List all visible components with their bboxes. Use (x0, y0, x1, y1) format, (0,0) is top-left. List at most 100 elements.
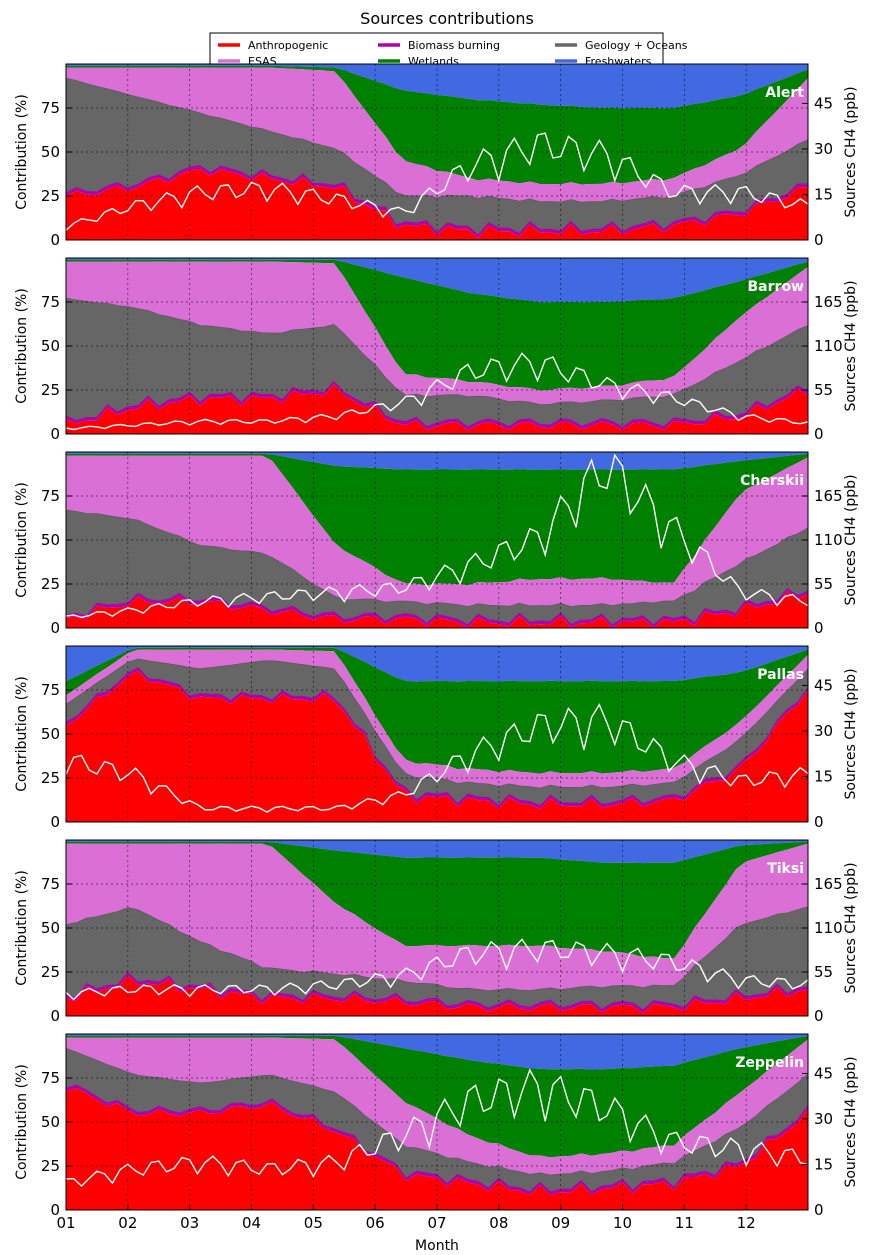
area-wetlands-zeppelin (66, 1035, 808, 1158)
y-axis-title-right: Sources CH4 (ppb) (843, 862, 859, 993)
y-tick-label-right: 110 (814, 531, 843, 549)
legend-label: Geology + Oceans (585, 39, 688, 52)
station-label: Alert (765, 85, 804, 101)
chart-title: Sources contributions (360, 9, 534, 28)
y-tick-label-right: 15 (814, 767, 833, 785)
x-tick-label: 05 (304, 1214, 323, 1232)
y-tick-label-left: 50 (41, 725, 60, 743)
y-axis-title-right: Sources CH4 (ppb) (843, 668, 859, 799)
y-tick-label-right: 45 (814, 1064, 833, 1082)
station-label: Tiksi (767, 861, 804, 877)
y-axis-title-left: Contribution (%) (14, 676, 30, 792)
y-tick-label-right: 45 (814, 94, 833, 112)
x-tick-label: 10 (613, 1214, 632, 1232)
y-axis-title-left: Contribution (%) (14, 94, 30, 210)
y-tick-label-right: 0 (814, 1201, 824, 1219)
y-axis-title-left: Contribution (%) (14, 1064, 30, 1180)
panel-tiksi: 0 25 50 75 0 55 110 165 Contribution (%) Sources … (14, 839, 859, 1025)
y-tick-label-left: 75 (41, 681, 60, 699)
legend-label: Anthropogenic (248, 39, 328, 52)
y-tick-label-left: 0 (50, 425, 60, 443)
y-axis-title-left: Contribution (%) (14, 870, 30, 986)
x-tick-label: 04 (242, 1214, 261, 1232)
panel-zeppelin: 0 25 50 75 0 15 30 45 Contribution (%) Sources CH… (14, 1033, 859, 1232)
y-axis-title-right: Sources CH4 (ppb) (843, 280, 859, 411)
y-tick-label-right: 110 (814, 919, 843, 937)
panel-alert: 0 25 50 75 0 15 30 45 Contribution (%) Sources CH… (14, 63, 859, 249)
y-tick-label-right: 165 (814, 487, 843, 505)
ch4-line-alert (65, 132, 809, 231)
y-tick-label-left: 25 (41, 381, 60, 399)
y-axis-title-right: Sources CH4 (ppb) (843, 86, 859, 217)
y-tick-label-right: 30 (814, 140, 833, 158)
y-tick-label-right: 30 (814, 1110, 833, 1128)
area-esas-zeppelin (66, 1037, 808, 1176)
y-tick-label-left: 0 (50, 619, 60, 637)
y-tick-label-left: 25 (41, 963, 60, 981)
y-tick-label-left: 50 (41, 919, 60, 937)
area-anthropogenic-pallas (66, 670, 808, 822)
y-tick-label-left: 75 (41, 1069, 60, 1087)
y-tick-label-left: 75 (41, 99, 60, 117)
y-tick-label-left: 50 (41, 143, 60, 161)
x-tick-label: 08 (489, 1214, 508, 1232)
y-tick-label-left: 25 (41, 1157, 60, 1175)
y-tick-label-left: 75 (41, 875, 60, 893)
panel-pallas: 0 25 50 75 0 15 30 45 Contribution (%) Sources CH… (14, 645, 859, 831)
y-tick-label-right: 0 (814, 813, 824, 831)
x-tick-label: 12 (737, 1214, 756, 1232)
y-tick-label-left: 50 (41, 337, 60, 355)
y-tick-label-right: 30 (814, 722, 833, 740)
ch4-line-pallas (65, 703, 809, 813)
y-tick-label-left: 75 (41, 487, 60, 505)
y-tick-label-left: 25 (41, 575, 60, 593)
y-tick-label-left: 0 (50, 231, 60, 249)
y-tick-label-right: 0 (814, 1007, 824, 1025)
y-tick-label-right: 15 (814, 185, 833, 203)
y-tick-label-left: 75 (41, 293, 60, 311)
ch4-line-cherskii (65, 453, 809, 619)
x-tick-label: 09 (551, 1214, 570, 1232)
y-tick-label-right: 45 (814, 676, 833, 694)
station-label: Zeppelin (735, 1055, 804, 1071)
y-tick-label-right: 55 (814, 963, 833, 981)
panel-barrow: 0 25 50 75 0 55 110 165 Contribution (%) Sources … (14, 257, 859, 443)
area-esas-alert (66, 67, 808, 203)
panel-cherskii: 0 25 50 75 0 55 110 165 Contribution (%) Sources … (14, 451, 859, 637)
station-label: Pallas (757, 667, 804, 683)
area-anthropogenic-barrow (66, 384, 808, 434)
y-tick-label-right: 0 (814, 619, 824, 637)
y-tick-label-left: 0 (50, 1201, 60, 1219)
y-tick-label-right: 0 (814, 231, 824, 249)
x-tick-label: 01 (56, 1214, 75, 1232)
y-tick-label-right: 165 (814, 293, 843, 311)
area-esas-barrow (66, 261, 808, 405)
x-tick-label: 11 (675, 1214, 694, 1232)
x-tick-label: 06 (366, 1214, 385, 1232)
area-wetlands-barrow (66, 259, 808, 391)
y-tick-label-right: 55 (814, 575, 833, 593)
x-tick-label: 02 (118, 1214, 137, 1232)
y-tick-label-left: 25 (41, 769, 60, 787)
y-axis-title-right: Sources CH4 (ppb) (843, 1056, 859, 1187)
ch4-line-zeppelin (65, 1068, 809, 1187)
x-tick-label: 07 (427, 1214, 446, 1232)
ch4-line-barrow (65, 352, 809, 431)
y-axis-title-left: Contribution (%) (14, 288, 30, 404)
y-tick-label-left: 50 (41, 531, 60, 549)
y-tick-label-right: 15 (814, 1155, 833, 1173)
x-tick-label: 03 (180, 1214, 199, 1232)
y-tick-label-right: 0 (814, 425, 824, 443)
y-tick-label-left: 25 (41, 187, 60, 205)
y-tick-label-right: 55 (814, 381, 833, 399)
y-tick-label-left: 0 (50, 1007, 60, 1025)
station-label: Cherskii (740, 473, 804, 489)
x-axis-title: Month (415, 1238, 459, 1254)
y-axis-title-left: Contribution (%) (14, 482, 30, 598)
y-tick-label-right: 110 (814, 337, 843, 355)
station-label: Barrow (748, 279, 805, 295)
y-axis-title-right: Sources CH4 (ppb) (843, 474, 859, 605)
